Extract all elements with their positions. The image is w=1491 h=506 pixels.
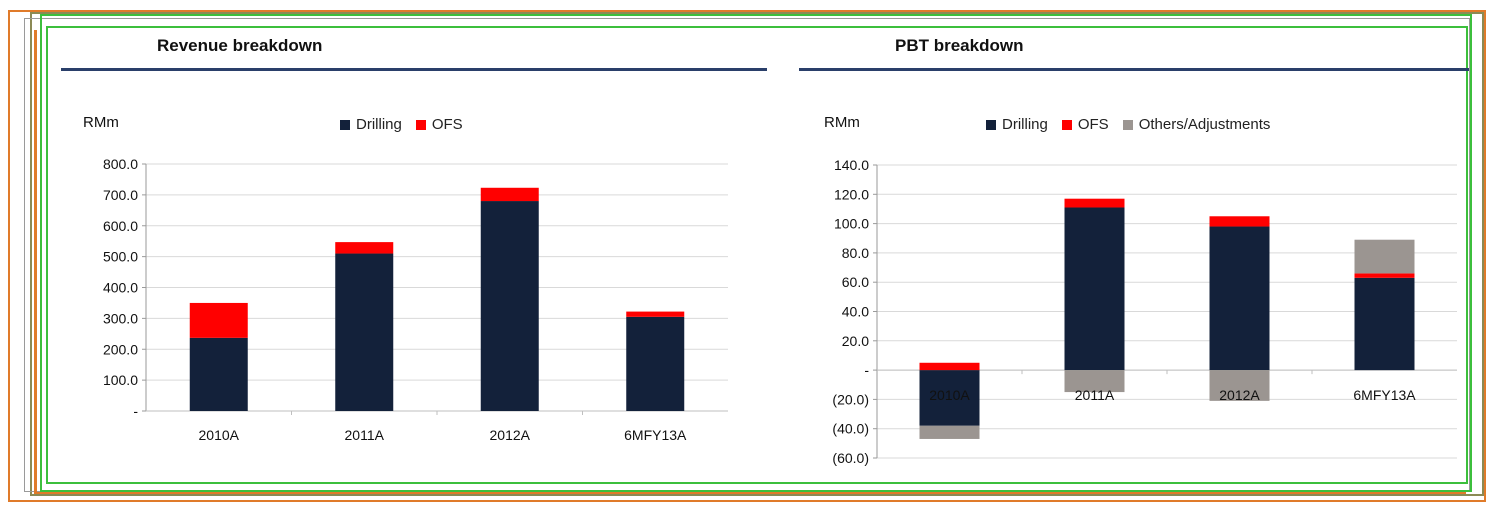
y-tick-label: 300.0 [103, 310, 138, 326]
x-category-label: 6MFY13A [624, 427, 687, 443]
legend-label-others: Others/Adjustments [1138, 116, 1271, 133]
bar-drilling-6mfy13a [626, 316, 685, 411]
y-tick-label: 200.0 [103, 341, 138, 357]
bar-ofs-2010a [919, 362, 980, 371]
y-tick-label: 20.0 [842, 333, 869, 349]
x-category-label: 2012A [490, 427, 531, 443]
bar-drilling-2010a [919, 370, 980, 426]
legend-label-drilling: Drilling [1002, 116, 1048, 133]
legend-item-drilling: Drilling [340, 116, 402, 133]
bar-drilling-2011a [1064, 207, 1125, 371]
x-category-label: 2011A [345, 427, 385, 443]
bar-drilling-2010a [189, 337, 248, 411]
legend-swatch-drilling [986, 119, 996, 130]
revenue-title-rule [61, 68, 767, 71]
y-tick-label: - [133, 403, 138, 419]
x-category-label: 2010A [199, 427, 240, 443]
legend-item-drilling: Drilling [986, 116, 1048, 133]
x-category-label: 2010A [929, 387, 970, 403]
pbt-chart-title: PBT breakdown [895, 36, 1024, 55]
y-tick-label: 120.0 [834, 186, 869, 202]
pbt-chart-plot: (60.0) (40.0) (20.0) - 20.0 40.0 60.0 80.0 100.0… [832, 157, 1457, 466]
bar-ofs-6mfy13a [1354, 273, 1415, 278]
pbt-chart-panel: PBT breakdown RMm Drilling OFS Others/Ad… [790, 28, 1470, 480]
legend-swatch-drilling [340, 119, 350, 130]
bar-drilling-2011a [335, 253, 394, 411]
pbt-unit-label: RMm [824, 114, 860, 131]
bar-others-adjustments-2010a [919, 425, 980, 439]
y-tick-label: 400.0 [103, 280, 138, 296]
revenue-chart-plot: - 100.0 200.0 300.0 400.0 500.0 600.0 700.0 800.… [103, 156, 728, 443]
x-category-label: 2011A [1075, 387, 1115, 403]
revenue-chart-panel: Revenue breakdown RMm Drilling OFS - 100.… [50, 28, 775, 480]
bar-drilling-2012a [1209, 226, 1270, 371]
y-tick-label: 800.0 [103, 156, 138, 172]
y-tick-label: 40.0 [842, 304, 869, 320]
y-tick-label: 500.0 [103, 249, 138, 265]
y-tick-label: 100.0 [103, 372, 138, 388]
outer-border-green [40, 14, 1472, 492]
legend-swatch-ofs [1061, 119, 1072, 130]
pbt-title-rule [799, 68, 1469, 71]
y-tick-label: (40.0) [832, 421, 869, 437]
revenue-unit-label: RMm [83, 114, 119, 131]
bar-ofs-6mfy13a [626, 311, 685, 317]
bar-ofs-2012a [1209, 216, 1270, 227]
inner-border-orange [34, 30, 1466, 494]
bar-ofs-2011a [1064, 198, 1125, 208]
pbt-legend: Drilling OFS Others/Adjustments [986, 116, 1270, 133]
legend-label-ofs: OFS [431, 116, 463, 133]
legend-swatch-others [1122, 119, 1133, 130]
y-tick-label: 700.0 [103, 187, 138, 203]
revenue-legend: Drilling OFS [340, 116, 463, 133]
legend-item-ofs: OFS [1061, 116, 1109, 133]
legend-swatch-ofs [415, 119, 426, 130]
y-tick-label: (20.0) [832, 391, 869, 407]
y-tick-label: 60.0 [842, 274, 869, 290]
inner-border-green [46, 26, 1468, 484]
bar-ofs-2010a [189, 302, 248, 338]
bar-drilling-2012a [480, 201, 539, 411]
bar-ofs-2012a [480, 187, 539, 202]
bar-others-adjustments-2012a [1209, 370, 1270, 401]
y-tick-label: (60.0) [832, 450, 869, 466]
outer-border-orange [8, 10, 1486, 502]
legend-label-drilling: Drilling [356, 116, 402, 133]
bar-others-adjustments-6mfy13a [1354, 239, 1415, 274]
legend-item-others: Others/Adjustments [1122, 116, 1271, 133]
y-tick-label: 80.0 [842, 245, 869, 261]
legend-label-ofs: OFS [1077, 116, 1109, 133]
y-tick-label: 140.0 [834, 157, 869, 173]
x-category-label: 2012A [1219, 387, 1260, 403]
bar-others-adjustments-2011a [1064, 370, 1125, 393]
legend-item-ofs: OFS [415, 116, 463, 133]
y-tick-label: 100.0 [834, 216, 869, 232]
outer-border-olive [30, 12, 1484, 496]
y-tick-label: - [864, 362, 869, 378]
bar-drilling-6mfy13a [1354, 277, 1415, 371]
x-category-label: 6MFY13A [1353, 387, 1416, 403]
y-tick-label: 600.0 [103, 218, 138, 234]
bar-ofs-2011a [335, 242, 394, 254]
revenue-chart-title: Revenue breakdown [157, 36, 323, 55]
